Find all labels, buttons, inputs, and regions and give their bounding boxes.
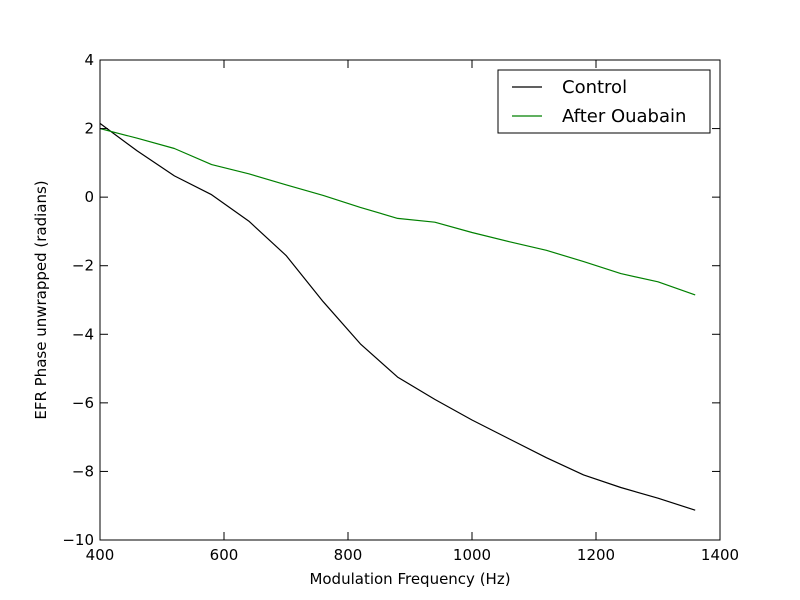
x-tick-label: 800 xyxy=(334,546,363,564)
y-tick-label: −8 xyxy=(72,462,94,480)
y-tick-label: 4 xyxy=(84,51,94,69)
legend: Control After Ouabain xyxy=(497,69,711,134)
plot-frame xyxy=(99,59,721,541)
y-tick-label: 0 xyxy=(84,188,94,206)
legend-label: After Ouabain xyxy=(562,106,686,127)
x-tick-label: 1400 xyxy=(701,546,739,564)
x-tick-label: 1000 xyxy=(453,546,491,564)
x-tick-label: 1200 xyxy=(577,546,615,564)
y-tick-label: −4 xyxy=(72,325,94,343)
y-tick-label: 2 xyxy=(84,120,94,138)
legend-label: Control xyxy=(562,77,627,98)
legend-box xyxy=(497,69,711,134)
ticks-layer: 400 600 800 1000 1200 1400 4 2 0 −2 −4 −6 −8 −10 xyxy=(62,51,739,564)
y-tick-label: −2 xyxy=(72,257,94,275)
series-layer xyxy=(99,122,696,511)
y-tick-label: −10 xyxy=(62,531,94,549)
series-line-after-ouabain xyxy=(99,128,696,296)
x-tick-label: 400 xyxy=(86,546,115,564)
y-axis-label: EFR Phase unwrapped (radians) xyxy=(32,180,50,419)
x-tick-label: 600 xyxy=(210,546,239,564)
x-axis-label: Modulation Frequency (Hz) xyxy=(309,570,510,588)
series-line-control xyxy=(99,122,696,511)
y-tick-label: −6 xyxy=(72,394,94,412)
